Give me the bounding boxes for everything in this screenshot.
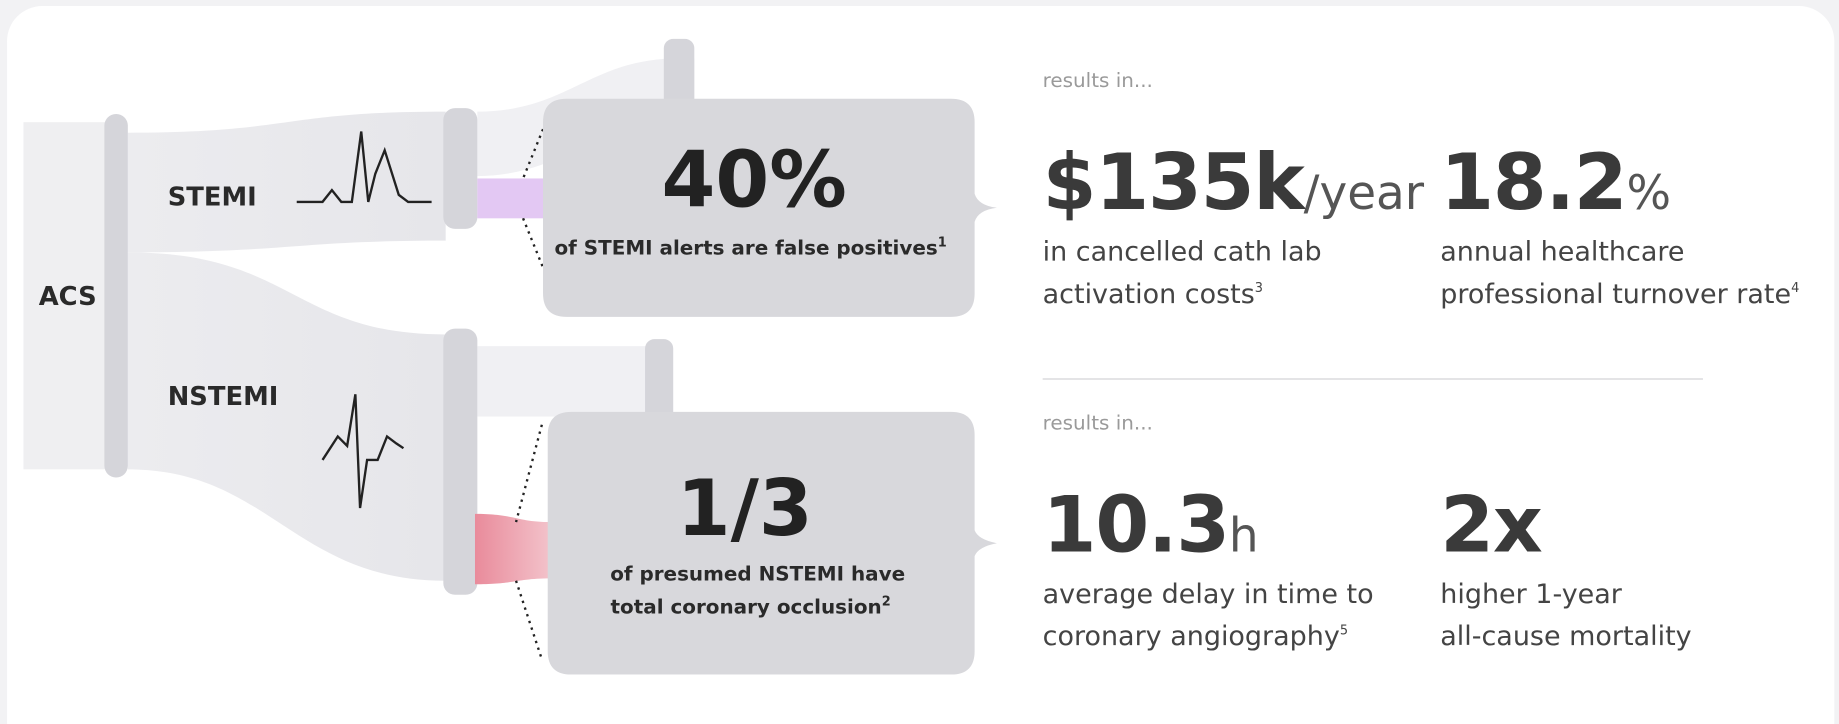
footnote: 4 <box>1791 281 1799 296</box>
root-label: ACS <box>39 282 97 312</box>
stemi-flow <box>127 111 446 253</box>
stat-unit: % <box>1627 166 1672 221</box>
stat-line: average delay in time to <box>1043 579 1374 610</box>
stat-value: 18.2% <box>1440 138 1671 228</box>
stat-number: 18.2 <box>1440 138 1626 228</box>
nstemi-flow <box>127 252 446 581</box>
stat-text: in cancelled cath lab <box>1043 237 1322 268</box>
nstemi-highlight <box>474 513 552 585</box>
ecg-icon <box>296 131 432 204</box>
callout-headline: 40% <box>662 136 847 226</box>
stat-value: $135k/year <box>1043 138 1425 228</box>
stat-unit: /year <box>1304 166 1425 221</box>
connectors <box>514 128 545 660</box>
results-intro: results in... <box>1043 411 1153 434</box>
results-intro: results in... <box>1043 69 1153 92</box>
ecg-icon <box>321 394 405 509</box>
footnote: 2 <box>882 594 891 609</box>
callout-line: of STEMI alerts are false positives <box>555 237 938 260</box>
stemi-bar <box>443 108 478 229</box>
footnote: 1 <box>938 235 947 250</box>
lower-flow <box>477 346 648 417</box>
stat-line: coronary angiography <box>1043 621 1340 652</box>
callout-headline: 1/3 <box>677 464 813 554</box>
stat-line: activation costs <box>1043 279 1255 310</box>
footnote: 5 <box>1340 624 1348 639</box>
branch-label: NSTEMI <box>168 382 279 412</box>
stat-text: professional turnover rate4 <box>1440 279 1799 310</box>
stat-text: activation costs3 <box>1043 279 1263 310</box>
stat-value: 10.3h <box>1043 480 1259 570</box>
acs-bar <box>104 113 128 478</box>
footnote: 3 <box>1255 281 1263 296</box>
callout-text: of STEMI alerts are false positives1 <box>555 235 947 259</box>
branch-label: STEMI <box>168 182 257 212</box>
stat-line: in cancelled cath lab <box>1043 237 1322 268</box>
stat-text: annual healthcare <box>1440 237 1684 268</box>
stat-text: average delay in time to <box>1043 579 1374 610</box>
stat-number: 2x <box>1440 480 1542 570</box>
callout-box <box>543 98 997 317</box>
callout-box <box>547 411 997 675</box>
stat-unit: h <box>1229 508 1259 563</box>
stat-number: $135k <box>1043 138 1307 228</box>
stat-line: professional turnover rate <box>1440 279 1791 310</box>
stat-line: annual healthcare <box>1440 237 1684 268</box>
stemi-highlight <box>477 178 545 219</box>
stat-text: coronary angiography5 <box>1043 621 1348 652</box>
stat-text: all-cause mortality <box>1440 621 1691 652</box>
stat-text: higher 1-year <box>1440 579 1623 610</box>
stat-line: higher 1-year <box>1440 579 1623 610</box>
nstemi-bar <box>443 328 478 595</box>
stat-value: 2x <box>1440 480 1542 570</box>
callout-line: total coronary occlusion <box>611 596 882 619</box>
stat-line: all-cause mortality <box>1440 621 1691 652</box>
callout-line: of presumed NSTEMI have <box>610 563 905 586</box>
lower-bar <box>645 339 674 422</box>
acs-band <box>23 122 118 470</box>
results: results in... $135k/year in cancelled cath… <box>1043 69 1800 652</box>
stat-number: 10.3 <box>1043 480 1229 570</box>
callout-text: total coronary occlusion2 <box>611 594 891 618</box>
